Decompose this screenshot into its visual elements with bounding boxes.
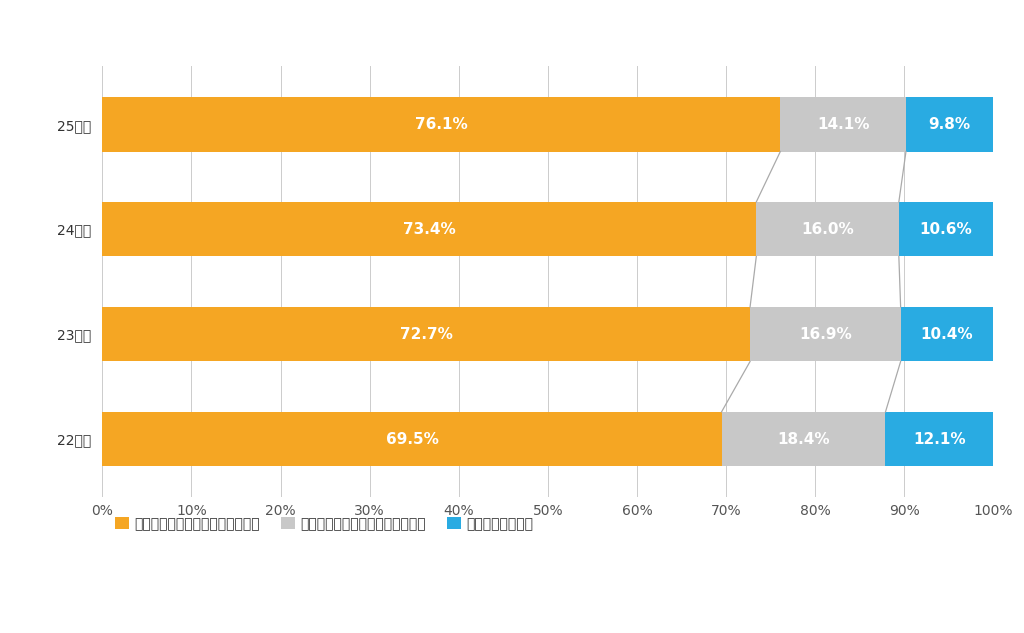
Text: 10.4%: 10.4% [921,327,973,342]
Text: 69.5%: 69.5% [386,432,438,447]
Text: 16.9%: 16.9% [799,327,852,342]
Text: 18.4%: 18.4% [777,432,829,447]
Bar [102,97,780,151]
Bar [750,307,901,361]
Bar [102,412,722,467]
Bar [780,97,906,151]
Text: 12.1%: 12.1% [913,432,966,447]
Bar [722,412,886,467]
Bar [906,97,993,151]
Text: 14.1%: 14.1% [817,116,869,132]
Bar [899,202,993,256]
Bar [757,202,899,256]
Bar [901,307,993,361]
Bar [102,307,750,361]
Bar [886,412,993,467]
Text: 9.8%: 9.8% [929,116,971,132]
Text: 76.1%: 76.1% [415,116,468,132]
Text: 73.4%: 73.4% [403,222,456,237]
Text: 今後の就職活動について: 今後の就職活動について [429,19,595,43]
Text: 72.7%: 72.7% [399,327,453,342]
Text: 10.6%: 10.6% [920,222,973,237]
Text: 16.0%: 16.0% [801,222,854,237]
Legend: すでに決めて就職活動を終了した, ほぼ決めたがまだ就職活動継続中, まだ決めていない: すでに決めて就職活動を終了した, ほぼ決めたがまだ就職活動継続中, まだ決めてい… [110,511,539,536]
Bar [102,202,757,256]
